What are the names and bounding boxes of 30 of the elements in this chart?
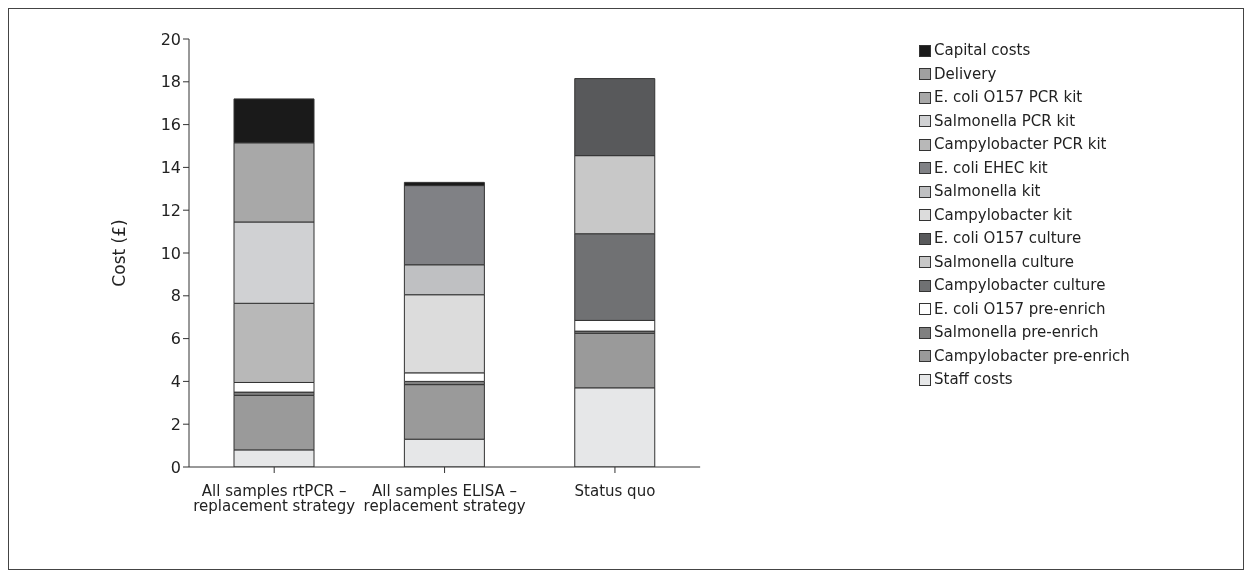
- y-axis-title: Cost (£): [109, 219, 130, 287]
- y-tick-label: 2: [170, 414, 181, 434]
- legend-label: Campylobacter culture: [934, 275, 1106, 296]
- y-tick-label: 14: [160, 158, 181, 178]
- y-tick-label: 0: [170, 457, 181, 477]
- y-tick-label: 18: [160, 72, 181, 92]
- legend-label: E. coli O157 culture: [934, 228, 1082, 249]
- y-tick-label: 8: [170, 286, 181, 306]
- x-tick-label: Status quo: [574, 481, 656, 500]
- x-tick-label: All samples ELISA – replacement strategy: [363, 481, 526, 515]
- legend-label: Salmonella culture: [934, 251, 1075, 273]
- legend-label: Campylobacter PCR kit: [934, 134, 1107, 155]
- x-tick-label: All samples rtPCR – replacement strategy: [193, 481, 356, 515]
- y-tick-label: 16: [160, 115, 181, 135]
- y-tick-label: 4: [170, 372, 181, 392]
- legend-label: E. coli O157 PCR kit: [934, 87, 1083, 108]
- legend-label: Staff costs: [934, 369, 1013, 390]
- legend-label: Salmonella PCR kit: [934, 110, 1076, 132]
- legend-label: E. coli O157 pre-enrich: [934, 298, 1106, 320]
- legend-label: Salmonella pre-enrich: [934, 322, 1099, 343]
- legend-label: Campylobacter kit: [934, 204, 1072, 226]
- legend-label: Salmonella kit: [934, 181, 1041, 202]
- legend-label: E. coli EHEC kit: [934, 157, 1048, 179]
- y-tick-label: 20: [160, 29, 181, 49]
- legend-label: Delivery: [934, 63, 997, 85]
- y-tick-label: 6: [170, 329, 181, 349]
- legend-label: Capital costs: [934, 40, 1031, 61]
- y-tick-label: 12: [160, 200, 181, 220]
- y-tick-label: 10: [160, 243, 181, 263]
- legend-label: Campylobacter pre-enrich: [934, 345, 1130, 367]
